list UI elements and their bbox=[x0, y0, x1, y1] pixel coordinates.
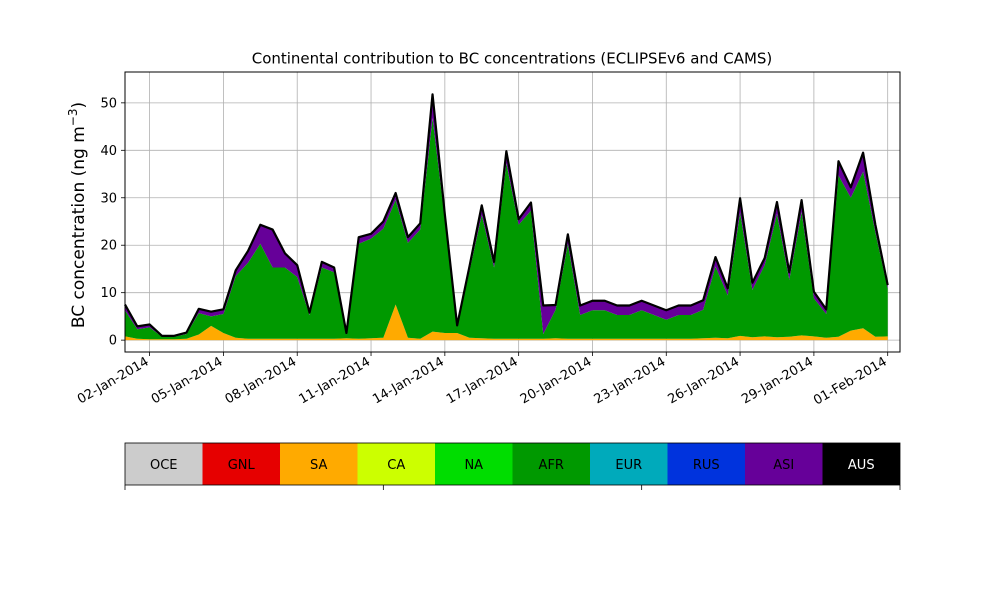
y-axis-label-main: BC concentration (ng m bbox=[69, 126, 89, 328]
legend-swatch-oce bbox=[125, 443, 203, 485]
x-tick-label: 23-Jan-2014 bbox=[592, 354, 669, 407]
legend-swatch-sa bbox=[280, 443, 358, 485]
legend-swatch-asi bbox=[745, 443, 823, 485]
legend-swatch-afr bbox=[512, 443, 590, 485]
legend-swatch-na bbox=[435, 443, 513, 485]
legend-frame bbox=[124, 442, 901, 486]
x-tick-label: 26-Jan-2014 bbox=[665, 354, 742, 407]
x-tick-label: 08-Jan-2014 bbox=[223, 354, 300, 407]
legend-label-gnl: GNL bbox=[228, 458, 256, 473]
x-tick-label: 11-Jan-2014 bbox=[296, 354, 373, 407]
legend-swatch-ca bbox=[357, 443, 435, 485]
legend-swatch-gnl bbox=[202, 443, 280, 485]
x-tick-label: 14-Jan-2014 bbox=[370, 354, 447, 407]
x-tick-label: 20-Jan-2014 bbox=[518, 354, 595, 407]
x-tick-label: 01-Feb-2014 bbox=[811, 354, 890, 408]
legend-label-asi: ASI bbox=[773, 458, 794, 473]
x-tick-label: 02-Jan-2014 bbox=[75, 354, 152, 407]
x-axis: 02-Jan-201405-Jan-201408-Jan-201411-Jan-… bbox=[75, 352, 890, 408]
x-tick-label: 05-Jan-2014 bbox=[149, 354, 226, 407]
y-tick-label: 0 bbox=[109, 334, 117, 349]
legend-label-na: NA bbox=[464, 458, 483, 473]
x-tick-label: 17-Jan-2014 bbox=[444, 354, 521, 407]
y-tick-label: 30 bbox=[100, 191, 117, 206]
legend-colorbar: OCE GNL SA CA NA AFR EUR RUS ASI AUS bbox=[124, 442, 901, 490]
total-line bbox=[124, 93, 889, 337]
y-axis: 0 10 20 30 40 50 bbox=[100, 96, 125, 349]
legend-label-aus: AUS bbox=[848, 458, 875, 473]
legend-label-eur: EUR bbox=[615, 458, 642, 473]
plot-frame bbox=[124, 71, 901, 353]
y-axis-label: BC concentration (ng m−3) bbox=[66, 102, 89, 328]
legend-label-ca: CA bbox=[387, 458, 405, 473]
y-tick-label: 20 bbox=[100, 239, 117, 254]
legend-swatch-aus bbox=[822, 443, 900, 485]
legend-swatch-rus bbox=[667, 443, 745, 485]
legend-label-sa: SA bbox=[310, 458, 327, 473]
x-tick-label: 29-Jan-2014 bbox=[739, 354, 816, 407]
stacked-areas bbox=[125, 94, 888, 341]
y-tick-label: 10 bbox=[100, 286, 117, 301]
area-asi bbox=[125, 94, 888, 337]
legend-swatch-eur bbox=[590, 443, 668, 485]
chart-title: Continental contribution to BC concentra… bbox=[252, 50, 773, 68]
area-sa bbox=[125, 304, 888, 341]
legend-label-afr: AFR bbox=[539, 458, 564, 473]
y-axis-label-superscript: −3 bbox=[66, 108, 80, 126]
legend-label-rus: RUS bbox=[693, 458, 720, 473]
legend-label-oce: OCE bbox=[150, 458, 178, 473]
y-axis-label-suffix: ) bbox=[69, 102, 89, 109]
area-afr bbox=[125, 118, 888, 340]
y-tick-label: 50 bbox=[100, 96, 117, 111]
y-tick-label: 40 bbox=[100, 144, 117, 159]
